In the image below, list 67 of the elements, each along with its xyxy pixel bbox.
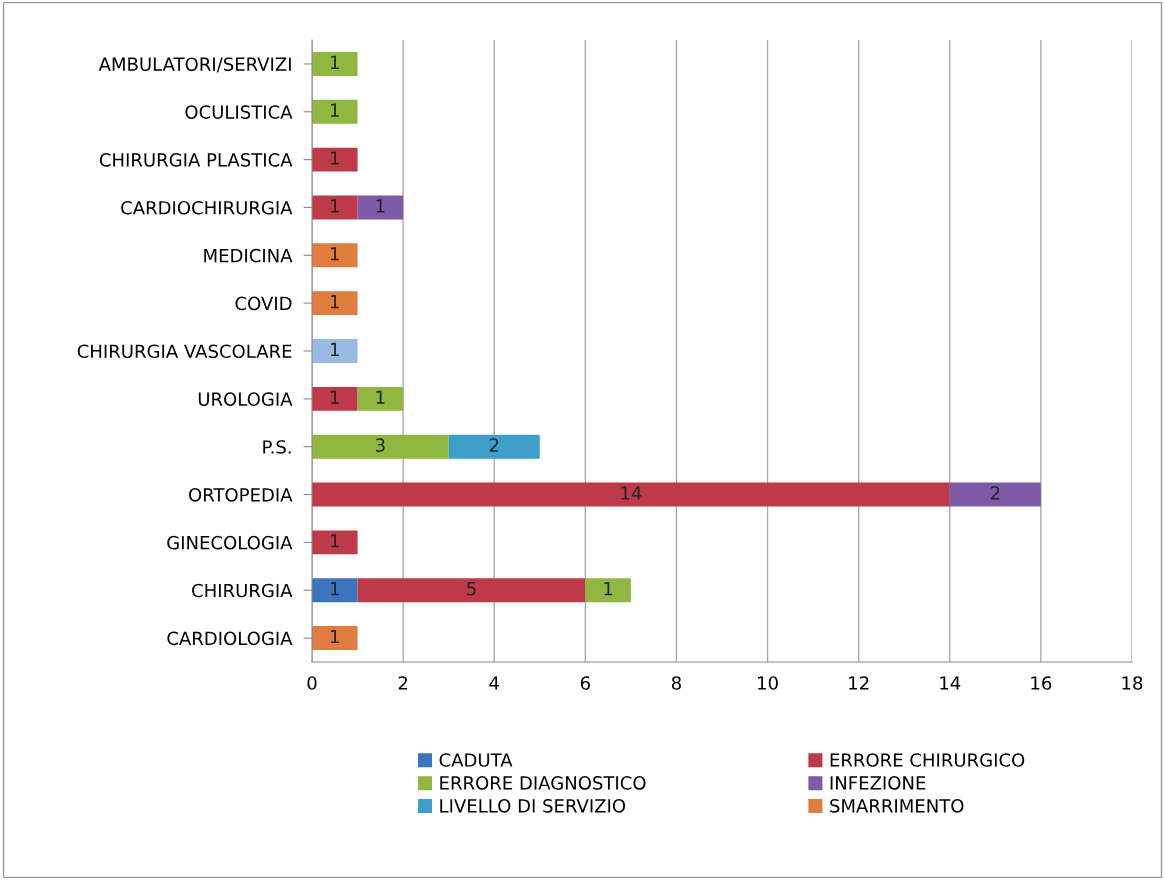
x-tick-label: 0 <box>307 676 317 690</box>
bar <box>448 434 540 459</box>
data-label: 1 <box>376 390 385 404</box>
x-tick-label: 14 <box>940 676 961 690</box>
data-label: 1 <box>331 247 339 261</box>
y-tick-label: COVID <box>235 296 292 311</box>
data-label: 1 <box>604 582 613 596</box>
x-tick-label: 16 <box>1031 676 1052 690</box>
data-label: 1 <box>331 55 339 69</box>
y-tick-label: CHIRURGIA VASCOLARE <box>77 344 292 359</box>
bar <box>312 386 358 411</box>
bar <box>312 147 358 172</box>
bar <box>357 578 586 603</box>
x-tick-label: 6 <box>580 676 590 690</box>
x-tick-label: 12 <box>849 676 869 690</box>
bar <box>312 530 358 555</box>
y-tick-label: GINECOLOGIA <box>167 535 293 550</box>
y-tick-label: P.S. <box>263 440 291 454</box>
data-label: 5 <box>467 582 476 596</box>
bar <box>312 482 950 507</box>
legend-label: CADUTA <box>439 753 513 767</box>
data-label: 2 <box>990 486 1000 500</box>
legend-label: SMARRIMENTO <box>830 798 964 813</box>
data-label: 1 <box>331 629 339 644</box>
legend-label: ERRORE DIAGNOSTICO <box>440 776 646 790</box>
data-label: 14 <box>621 486 642 500</box>
data-label: 2 <box>489 438 499 452</box>
y-tick-label: CARDIOCHIRURGIA <box>121 200 293 215</box>
legend-label: INFEZIONE <box>830 776 926 790</box>
data-label: 1 <box>331 151 339 165</box>
y-tick-label: UROLOGIA <box>198 392 293 406</box>
bar <box>312 99 358 124</box>
bar <box>312 291 358 316</box>
data-label: 1 <box>331 342 339 356</box>
data-label: 1 <box>331 582 339 596</box>
x-tick-label: 10 <box>758 676 778 690</box>
data-label: 1 <box>331 534 339 548</box>
x-tick-label: 8 <box>671 676 681 690</box>
data-label: 3 <box>375 438 385 452</box>
data-label: 1 <box>331 390 339 404</box>
data-label: 1 <box>331 199 339 213</box>
y-tick-label: MEDICINA <box>204 248 293 263</box>
data-label: 1 <box>376 199 385 213</box>
data-label: 1 <box>331 103 339 117</box>
y-tick-label: AMBULATORI/SERVIZI <box>98 57 291 73</box>
x-tick-label: 4 <box>489 676 499 690</box>
bar <box>585 578 631 603</box>
x-tick-label: 18 <box>1122 676 1143 690</box>
bar <box>357 386 404 411</box>
y-tick-label: CHIRURGIA <box>192 583 293 598</box>
y-tick-label: CARDIOLOGIA <box>167 631 293 646</box>
x-tick-label: 2 <box>398 676 408 690</box>
bar <box>312 434 449 459</box>
bar <box>949 482 1041 507</box>
bar <box>312 51 358 76</box>
bar <box>312 578 358 603</box>
bar <box>357 195 404 220</box>
bar <box>312 339 358 363</box>
y-tick-label: ORTOPEDIA <box>189 488 293 502</box>
legend-label: ERRORE CHIRURGICO <box>830 753 1025 767</box>
y-tick-label: CHIRURGIA PLASTICA <box>99 153 293 167</box>
bar <box>312 195 358 220</box>
y-tick-label: OCULISTICA <box>185 105 293 119</box>
bar <box>312 626 358 651</box>
bar <box>312 243 358 268</box>
data-label: 1 <box>331 294 339 309</box>
legend-label: LIVELLO DI SERVIZIO <box>440 798 626 813</box>
